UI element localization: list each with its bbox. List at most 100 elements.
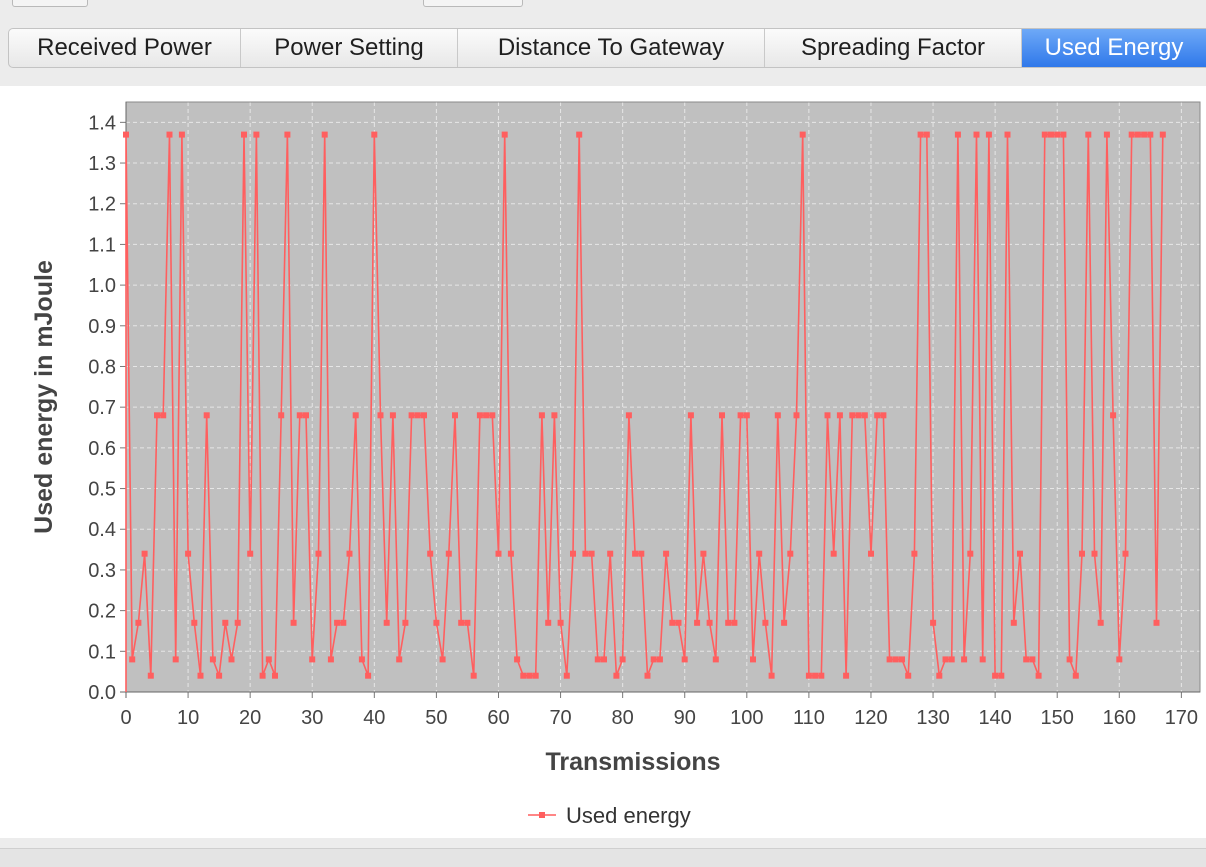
data-point [222, 619, 229, 626]
data-point [762, 619, 769, 626]
data-point [234, 619, 241, 626]
data-point [787, 550, 794, 557]
data-point [973, 131, 980, 138]
top-control-stub[interactable] [12, 0, 88, 7]
data-point [886, 656, 893, 663]
data-point [700, 550, 707, 557]
y-tick-label: 0.3 [88, 560, 116, 582]
data-point [917, 131, 924, 138]
tab-received-power[interactable]: Received Power [9, 29, 241, 67]
data-point [563, 672, 570, 679]
legend: Used energy [528, 803, 691, 828]
data-point [737, 412, 744, 419]
data-point [985, 131, 992, 138]
data-point [495, 550, 502, 557]
data-point [290, 619, 297, 626]
data-point [427, 550, 434, 557]
data-point [1141, 131, 1148, 138]
data-point [687, 412, 694, 419]
tab-used-energy[interactable]: Used Energy [1022, 29, 1206, 67]
data-point [793, 412, 800, 419]
data-point [613, 672, 620, 679]
data-point [352, 412, 359, 419]
data-point [532, 672, 539, 679]
data-point [1128, 131, 1135, 138]
data-point [979, 656, 986, 663]
data-point [1017, 550, 1023, 557]
data-point [241, 131, 247, 138]
data-point [538, 412, 545, 419]
data-point [731, 619, 738, 626]
data-point [545, 619, 552, 626]
data-point [129, 656, 136, 663]
data-point [402, 619, 409, 626]
x-tick-label: 160 [1103, 707, 1136, 729]
data-point [445, 550, 452, 557]
data-point [501, 131, 508, 138]
data-point [309, 656, 316, 663]
data-point [396, 656, 403, 663]
data-point [259, 672, 266, 679]
tab-power-setting[interactable]: Power Setting [241, 29, 458, 67]
y-tick-label: 1.1 [88, 234, 116, 256]
data-point [383, 619, 390, 626]
data-point [725, 619, 732, 626]
x-tick-label: 130 [916, 707, 949, 729]
x-tick-label: 100 [730, 707, 763, 729]
top-control-stub[interactable] [423, 0, 523, 7]
data-point [216, 672, 223, 679]
series-used-energy [123, 131, 1166, 692]
data-point [458, 619, 465, 626]
data-point [868, 550, 874, 557]
y-tick-label: 0.9 [88, 316, 116, 338]
x-tick-label: 0 [120, 707, 131, 729]
data-point [899, 656, 905, 663]
y-tick-label: 1.3 [88, 153, 116, 175]
data-point [892, 656, 899, 663]
data-point [625, 412, 632, 419]
tab-distance-to-gateway[interactable]: Distance To Gateway [458, 29, 765, 67]
data-point [930, 619, 937, 626]
data-point [948, 656, 955, 663]
data-point [551, 412, 558, 419]
data-point [712, 656, 719, 663]
data-point [296, 412, 303, 419]
data-point [1004, 131, 1011, 138]
x-tick-label: 110 [793, 707, 825, 729]
data-point [1147, 131, 1154, 138]
data-point [507, 550, 514, 557]
data-point [371, 131, 378, 138]
data-point [656, 656, 663, 663]
data-point [998, 672, 1005, 679]
y-tick-label: 0.0 [88, 682, 116, 704]
grid-lines [126, 102, 1200, 692]
data-point [874, 412, 881, 419]
data-point [1060, 131, 1067, 138]
data-point [774, 412, 781, 419]
data-point [327, 656, 334, 663]
data-point [675, 619, 682, 626]
data-point [197, 672, 204, 679]
data-point [836, 412, 843, 419]
data-point [607, 550, 614, 557]
data-point [706, 619, 713, 626]
data-point [265, 656, 272, 663]
y-tick-label: 0.6 [88, 438, 116, 460]
data-point [334, 619, 341, 626]
data-point [880, 412, 887, 419]
data-point [123, 131, 129, 138]
data-point [681, 656, 688, 663]
data-point [812, 672, 819, 679]
legend-label: Used energy [566, 803, 691, 828]
data-point [160, 412, 167, 419]
data-point [185, 550, 192, 557]
x-tick-label: 90 [674, 707, 696, 729]
y-tick-label: 0.4 [88, 519, 116, 541]
data-point [824, 412, 831, 419]
tab-spreading-factor[interactable]: Spreading Factor [765, 29, 1022, 67]
data-point [421, 412, 427, 419]
data-point [154, 412, 160, 419]
data-point [365, 672, 372, 679]
data-point [843, 672, 850, 679]
data-point [464, 619, 471, 626]
